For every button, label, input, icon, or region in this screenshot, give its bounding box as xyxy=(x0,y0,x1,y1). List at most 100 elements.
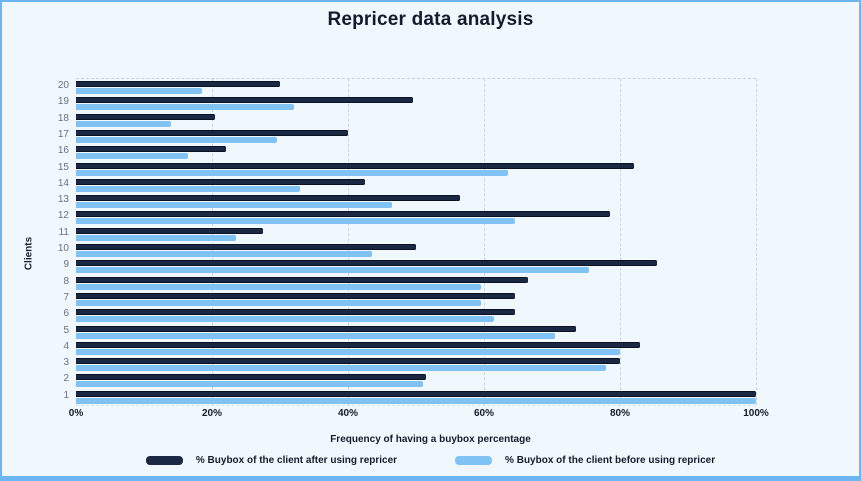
bar-before-client-1 xyxy=(76,397,756,404)
y-tick-6: 6 xyxy=(63,308,69,320)
y-tick-14: 14 xyxy=(57,177,69,189)
bar-after-client-17 xyxy=(76,129,348,136)
bar-after-client-9 xyxy=(76,260,658,267)
bar-group-client-11 xyxy=(76,226,756,242)
bar-before-client-7 xyxy=(76,299,481,306)
bar-after-client-11 xyxy=(76,227,263,234)
bar-group-client-17 xyxy=(76,128,756,144)
bar-after-client-10 xyxy=(76,244,416,250)
x-tick-60%: 60% xyxy=(473,408,494,419)
x-axis-title: Frequency of having a buybox percentage xyxy=(330,434,531,445)
gridline-40 xyxy=(348,79,349,405)
y-tick-19: 19 xyxy=(57,96,69,108)
legend-swatch-after-icon xyxy=(145,456,183,465)
bar-after-client-5 xyxy=(76,325,576,332)
bar-after-client-1 xyxy=(76,390,756,397)
bar-before-client-9 xyxy=(76,267,590,274)
bar-before-client-18 xyxy=(76,120,172,127)
bar-after-client-4 xyxy=(76,341,641,348)
bar-before-client-13 xyxy=(76,202,393,209)
x-tick-80%: 80% xyxy=(609,408,630,419)
legend-item-before[interactable]: % Buybox of the client before using repr… xyxy=(455,455,715,466)
bar-before-client-12 xyxy=(76,218,515,225)
y-tick-12: 12 xyxy=(57,210,69,222)
y-tick-7: 7 xyxy=(63,291,69,303)
bar-after-client-6 xyxy=(76,309,515,316)
legend: % Buybox of the client after using repri… xyxy=(2,455,859,466)
bar-group-client-12 xyxy=(76,209,756,225)
y-tick-2: 2 xyxy=(63,373,69,385)
bar-group-client-20 xyxy=(76,79,756,95)
bar-before-client-19 xyxy=(76,104,294,111)
bar-group-client-13 xyxy=(76,193,756,209)
bar-group-client-10 xyxy=(76,242,756,258)
y-tick-20: 20 xyxy=(57,80,69,91)
bar-before-client-6 xyxy=(76,316,495,323)
legend-label-before: % Buybox of the client before using repr… xyxy=(505,455,716,466)
bar-group-client-9 xyxy=(76,258,756,274)
bar-group-client-5 xyxy=(76,324,756,340)
bar-after-client-20 xyxy=(76,81,280,87)
y-tick-9: 9 xyxy=(63,259,69,271)
bar-group-client-19 xyxy=(76,95,756,111)
bar-after-client-18 xyxy=(76,113,216,120)
y-tick-10: 10 xyxy=(57,243,69,254)
bar-after-client-7 xyxy=(76,292,515,299)
x-tick-0%: 0% xyxy=(68,408,84,419)
bar-before-client-14 xyxy=(76,185,301,192)
bar-after-client-16 xyxy=(76,146,226,153)
bar-group-client-6 xyxy=(76,307,756,323)
y-tick-15: 15 xyxy=(57,161,69,173)
bar-before-client-11 xyxy=(76,234,236,241)
bar-group-client-1 xyxy=(76,389,756,405)
bar-before-client-4 xyxy=(76,348,620,355)
y-tick-5: 5 xyxy=(63,324,69,336)
bar-after-client-14 xyxy=(76,178,365,185)
bar-group-client-8 xyxy=(76,275,756,291)
chart-title: Repricer data analysis xyxy=(327,9,534,30)
y-tick-8: 8 xyxy=(63,275,69,287)
y-tick-4: 4 xyxy=(63,340,69,352)
y-tick-3: 3 xyxy=(63,357,69,369)
bar-before-client-10 xyxy=(76,251,372,257)
plot-area xyxy=(76,78,757,406)
bar-before-client-20 xyxy=(76,88,202,94)
gridline-100 xyxy=(756,79,757,405)
y-tick-18: 18 xyxy=(57,112,69,124)
bar-before-client-15 xyxy=(76,169,508,176)
bar-group-client-2 xyxy=(76,372,756,388)
bar-before-client-3 xyxy=(76,365,607,372)
y-axis-title: Clients xyxy=(23,236,35,271)
bar-after-client-19 xyxy=(76,97,413,104)
y-tick-16: 16 xyxy=(57,145,69,157)
legend-swatch-before-icon xyxy=(455,456,493,465)
gridline-60 xyxy=(484,79,485,405)
bar-before-client-2 xyxy=(76,381,423,388)
gridline-80 xyxy=(620,79,621,405)
x-tick-20%: 20% xyxy=(201,408,222,419)
bar-after-client-13 xyxy=(76,195,461,202)
bar-after-client-8 xyxy=(76,276,529,283)
bar-before-client-17 xyxy=(76,136,277,143)
bar-group-client-14 xyxy=(76,177,756,193)
y-tick-1: 1 xyxy=(63,389,69,401)
bar-before-client-16 xyxy=(76,153,189,160)
bar-group-client-18 xyxy=(76,112,756,128)
bar-after-client-2 xyxy=(76,374,427,381)
bar-after-client-12 xyxy=(76,211,610,218)
bar-before-client-8 xyxy=(76,283,481,290)
x-tick-40%: 40% xyxy=(337,408,358,419)
bar-before-client-5 xyxy=(76,332,556,339)
legend-item-after[interactable]: % Buybox of the client after using repri… xyxy=(145,455,398,466)
y-tick-17: 17 xyxy=(57,128,69,140)
legend-label-after: % Buybox of the client after using repri… xyxy=(195,455,398,466)
gridline-20 xyxy=(212,79,213,405)
bar-after-client-15 xyxy=(76,162,634,169)
bar-after-client-3 xyxy=(76,358,620,365)
bar-group-client-4 xyxy=(76,340,756,356)
y-tick-11: 11 xyxy=(58,226,69,238)
y-tick-13: 13 xyxy=(57,194,69,206)
bar-group-client-7 xyxy=(76,291,756,307)
bar-group-client-3 xyxy=(76,356,756,372)
